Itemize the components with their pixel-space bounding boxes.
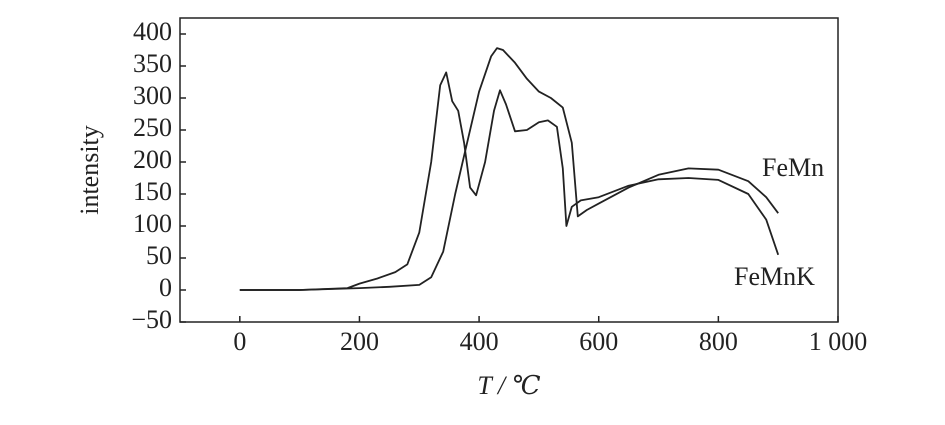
y-tick-label: 0	[159, 273, 172, 302]
y-tick-label: 150	[133, 177, 172, 206]
x-tick-label: 200	[340, 327, 379, 356]
y-tick-label: 50	[146, 241, 172, 270]
x-tick-label: 600	[579, 327, 618, 356]
x-tick-label: 0	[233, 327, 246, 356]
y-tick-label: −50	[131, 305, 172, 334]
series-label: FeMnK	[734, 262, 815, 291]
y-tick-label: 400	[133, 17, 172, 46]
series-label: FeMn	[762, 153, 824, 182]
y-tick-label: 100	[133, 209, 172, 238]
x-tick-label: 1 000	[809, 327, 868, 356]
line-series	[239, 71, 780, 291]
y-tick-label: 300	[133, 81, 172, 110]
y-tick-label: 200	[133, 145, 172, 174]
y-tick-label: 350	[133, 49, 172, 78]
y-tick-label: 250	[133, 113, 172, 142]
x-tick-label: 400	[460, 327, 499, 356]
x-tick-label: 800	[699, 327, 738, 356]
y-axis-label: intensity	[75, 125, 104, 215]
line-series	[239, 47, 779, 291]
plot-frame	[179, 17, 839, 323]
x-axis-label: T / ℃	[477, 371, 540, 400]
